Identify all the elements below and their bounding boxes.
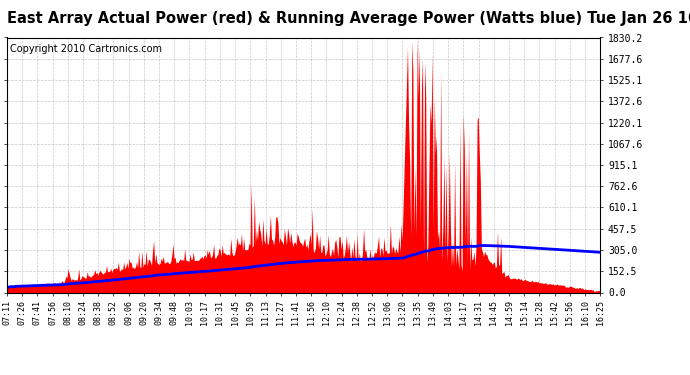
Text: East Array Actual Power (red) & Running Average Power (Watts blue) Tue Jan 26 16: East Array Actual Power (red) & Running … xyxy=(7,11,690,26)
Text: Copyright 2010 Cartronics.com: Copyright 2010 Cartronics.com xyxy=(10,44,162,54)
